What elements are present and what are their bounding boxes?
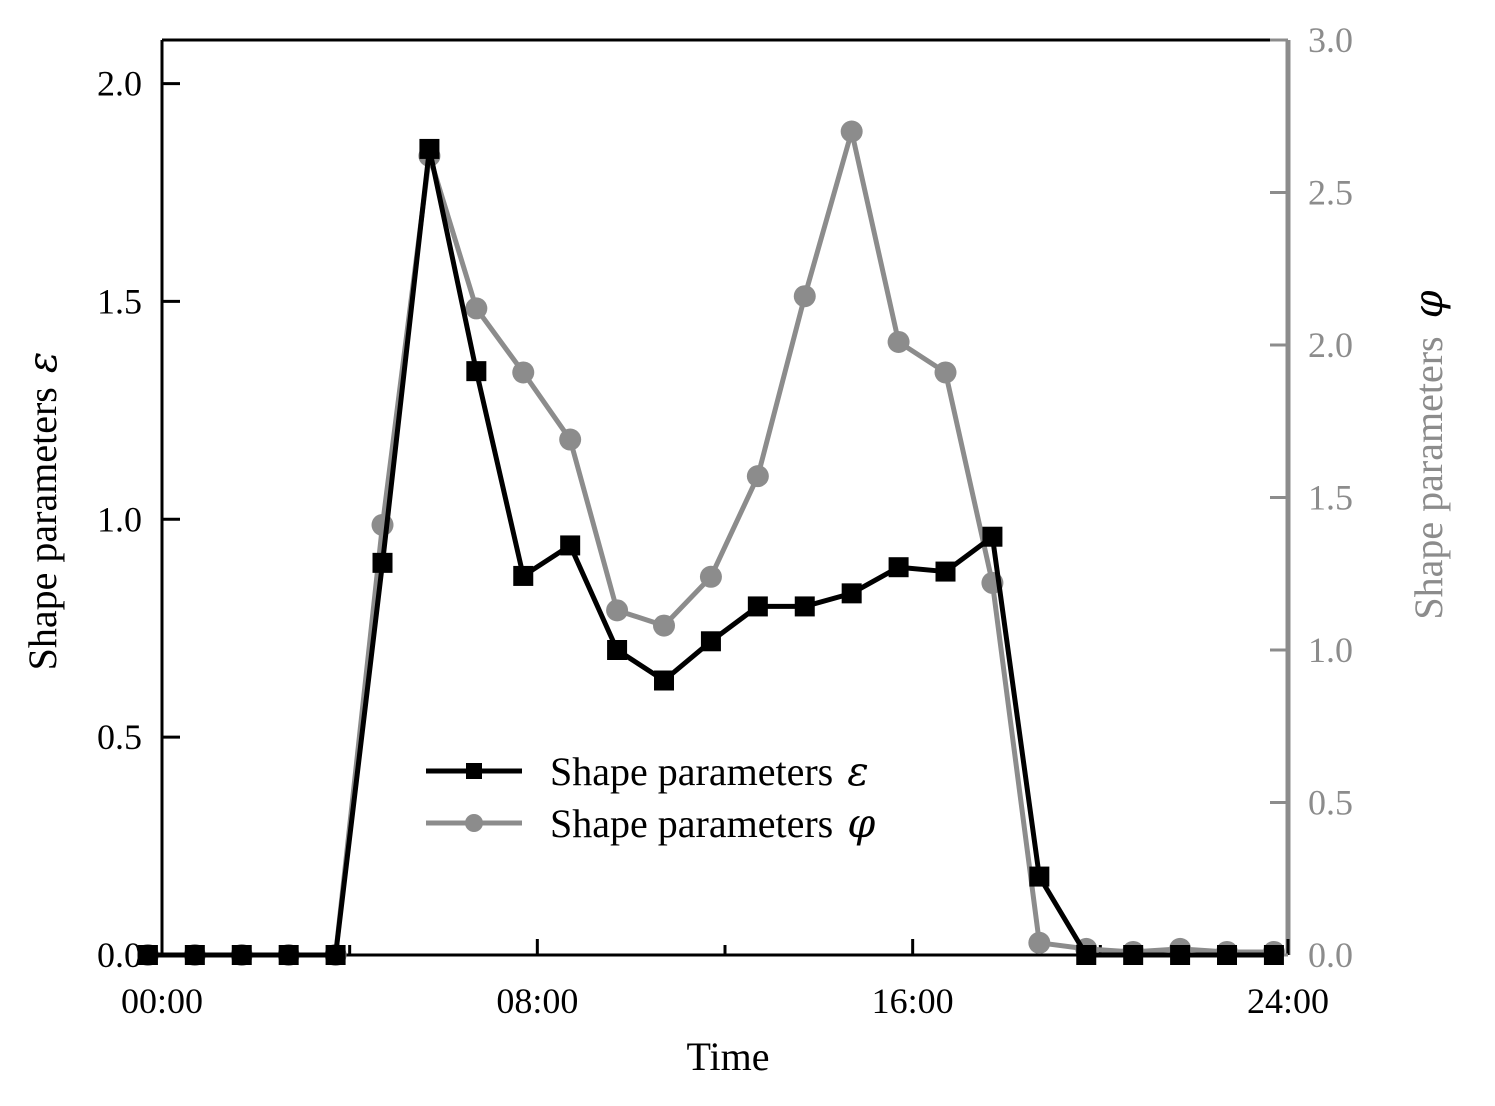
left-axis-title: Shape parameters ε	[20, 352, 66, 671]
data-point-circle	[371, 513, 394, 536]
right-axis-title-symbol: φ	[1406, 290, 1452, 318]
right-tick-label: 1.0	[1308, 630, 1353, 670]
x-tick-label: 16:00	[872, 981, 954, 1021]
data-point-square	[466, 361, 487, 382]
right-tick-label: 0.5	[1308, 783, 1353, 823]
left-tick-label: 0.0	[97, 935, 142, 975]
data-point-circle	[559, 428, 582, 451]
data-point-square	[1170, 945, 1191, 965]
series-epsilon	[137, 138, 1284, 965]
data-point-square	[513, 565, 534, 586]
x-tick-label: 24:00	[1247, 981, 1329, 1021]
data-point-square	[794, 596, 815, 617]
legend-label-epsilon: Shape parameters ε	[550, 749, 869, 795]
legend-label-phi-text: Shape parameters	[550, 801, 833, 846]
left-tick-label: 1.5	[97, 281, 142, 321]
series-layer	[136, 120, 1285, 966]
legend-marker-circle	[465, 814, 483, 832]
data-point-circle	[465, 297, 488, 320]
right-axis-title: Shape parameters φ	[1406, 290, 1452, 619]
data-point-circle	[699, 565, 722, 588]
right-tick-label: 1.5	[1308, 478, 1353, 518]
legend-label-phi: Shape parameters φ	[550, 801, 875, 847]
data-point-square	[888, 557, 909, 578]
data-point-square	[747, 596, 768, 617]
left-tick-label: 1.0	[97, 499, 142, 539]
right-tick-label: 0.0	[1308, 935, 1353, 975]
data-point-square	[935, 561, 956, 582]
data-point-square	[1029, 866, 1050, 887]
right-axis-title-text: Shape parameters	[1406, 336, 1451, 619]
data-point-square	[982, 526, 1003, 547]
right-tick-label: 3.0	[1308, 20, 1353, 60]
legend-marker-square	[466, 763, 482, 779]
data-point-square	[325, 945, 346, 965]
data-point-circle	[793, 285, 816, 308]
legend-label-phi-symbol: φ	[847, 801, 875, 847]
data-point-circle	[746, 465, 769, 488]
data-point-square	[654, 670, 675, 691]
left-axis-title-text: Shape parameters	[20, 387, 65, 670]
data-point-square	[278, 945, 299, 965]
x-axis: 00:00 08:00 16:00 24:00	[121, 939, 1329, 1021]
legend: Shape parameters ε Shape parameters φ	[426, 749, 875, 847]
data-point-square	[700, 631, 721, 652]
right-tick-label: 2.0	[1308, 325, 1353, 365]
data-point-circle	[934, 361, 957, 384]
data-point-square	[1217, 945, 1238, 965]
data-point-square	[1076, 945, 1097, 965]
data-point-square	[607, 640, 628, 660]
data-point-circle	[887, 330, 910, 353]
data-point-square	[419, 138, 440, 159]
data-point-square	[560, 535, 581, 556]
legend-label-epsilon-text: Shape parameters	[550, 749, 833, 794]
data-point-square	[137, 945, 158, 965]
data-point-square	[1263, 945, 1284, 965]
data-point-circle	[653, 614, 676, 637]
data-point-circle	[606, 599, 629, 622]
legend-label-epsilon-symbol: ε	[847, 749, 868, 795]
x-tick-label: 00:00	[121, 981, 203, 1021]
data-point-square	[1123, 945, 1144, 965]
data-point-square	[841, 583, 862, 604]
data-point-circle	[1028, 931, 1051, 954]
x-axis-title: Time	[686, 1034, 769, 1079]
data-point-circle	[840, 120, 863, 143]
data-point-square	[184, 945, 205, 965]
right-y-axis: 0.0 0.5 1.0 1.5 2.0 2.5 3.0	[1270, 20, 1353, 975]
data-point-square	[231, 945, 252, 965]
data-point-square	[372, 552, 393, 573]
right-tick-label: 2.5	[1308, 173, 1353, 213]
data-point-circle	[512, 361, 535, 384]
left-tick-label: 2.0	[97, 64, 142, 104]
left-axis-title-symbol: ε	[20, 352, 66, 373]
left-tick-label: 0.5	[97, 717, 142, 757]
left-y-axis: 0.0 0.5 1.0 1.5 2.0	[97, 64, 180, 975]
x-tick-label: 08:00	[496, 981, 578, 1021]
